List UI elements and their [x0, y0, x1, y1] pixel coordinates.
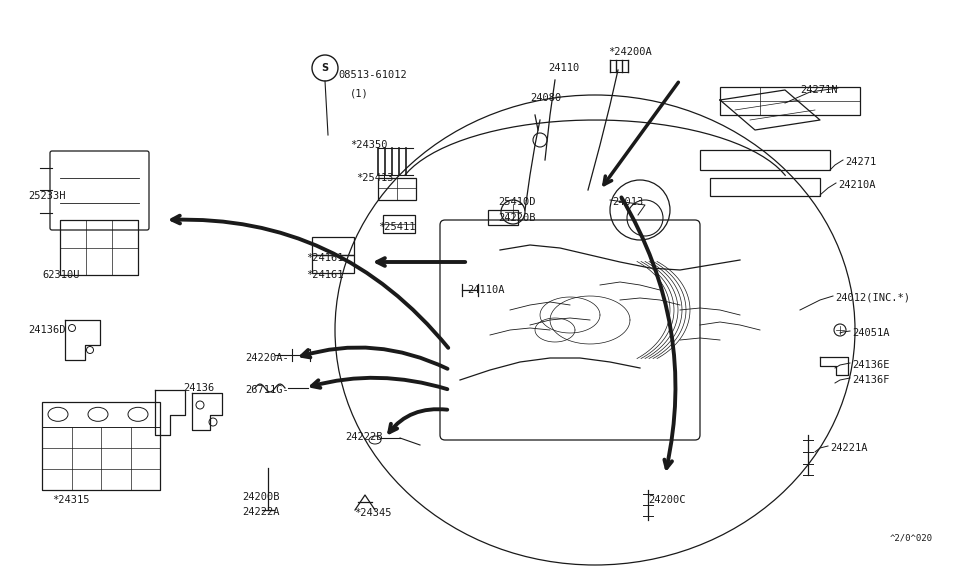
Bar — [720, 87, 860, 115]
Text: *24345: *24345 — [354, 508, 392, 518]
Text: 24221A: 24221A — [830, 443, 868, 453]
FancyArrowPatch shape — [389, 409, 448, 432]
Bar — [312, 255, 354, 273]
Text: *24161: *24161 — [306, 253, 343, 263]
FancyArrowPatch shape — [173, 216, 448, 348]
Text: 24110A: 24110A — [467, 285, 504, 295]
Text: 24136E: 24136E — [852, 360, 889, 370]
Bar — [42, 402, 160, 490]
Text: 24136: 24136 — [183, 383, 214, 393]
Text: ^2/0^020: ^2/0^020 — [890, 534, 933, 542]
Text: 24110: 24110 — [548, 63, 579, 73]
Text: *25413: *25413 — [356, 173, 394, 183]
Text: *24350: *24350 — [350, 140, 387, 150]
Bar — [60, 220, 138, 275]
Text: 24222A: 24222A — [242, 507, 280, 517]
Text: *25411: *25411 — [378, 222, 415, 232]
Text: *24315: *24315 — [52, 495, 90, 505]
Bar — [312, 237, 354, 255]
Text: 24271N: 24271N — [800, 85, 838, 95]
Text: 08513-61012: 08513-61012 — [338, 70, 407, 80]
Bar — [700, 150, 830, 170]
FancyArrowPatch shape — [377, 258, 465, 266]
Text: (1): (1) — [350, 88, 369, 98]
Text: 24080: 24080 — [530, 93, 562, 103]
Text: 24051A: 24051A — [852, 328, 889, 338]
Text: 24222B: 24222B — [345, 432, 382, 442]
Text: 24200C: 24200C — [648, 495, 685, 505]
Text: 24210A: 24210A — [838, 180, 876, 190]
Text: 24220A-: 24220A- — [245, 353, 289, 363]
Bar — [383, 215, 415, 233]
Text: 24013: 24013 — [612, 197, 644, 207]
Text: *24200A: *24200A — [608, 47, 651, 57]
Text: 24220B: 24220B — [498, 213, 535, 223]
Bar — [710, 178, 820, 196]
FancyArrowPatch shape — [621, 198, 676, 468]
Text: 25410D: 25410D — [498, 197, 535, 207]
Text: 24271: 24271 — [845, 157, 877, 167]
Text: 24136F: 24136F — [852, 375, 889, 385]
Text: 24012(INC.*): 24012(INC.*) — [835, 293, 910, 303]
Bar — [378, 178, 416, 200]
Text: 26711G-: 26711G- — [245, 385, 289, 395]
Text: 62310U: 62310U — [42, 270, 80, 280]
FancyArrowPatch shape — [312, 378, 448, 389]
Text: 24200B: 24200B — [242, 492, 280, 502]
Text: 25233H: 25233H — [28, 191, 65, 201]
Text: 24136D: 24136D — [28, 325, 65, 335]
Text: *24161: *24161 — [306, 270, 343, 280]
FancyArrowPatch shape — [302, 348, 448, 369]
Text: S: S — [322, 63, 329, 73]
Bar — [488, 210, 518, 225]
